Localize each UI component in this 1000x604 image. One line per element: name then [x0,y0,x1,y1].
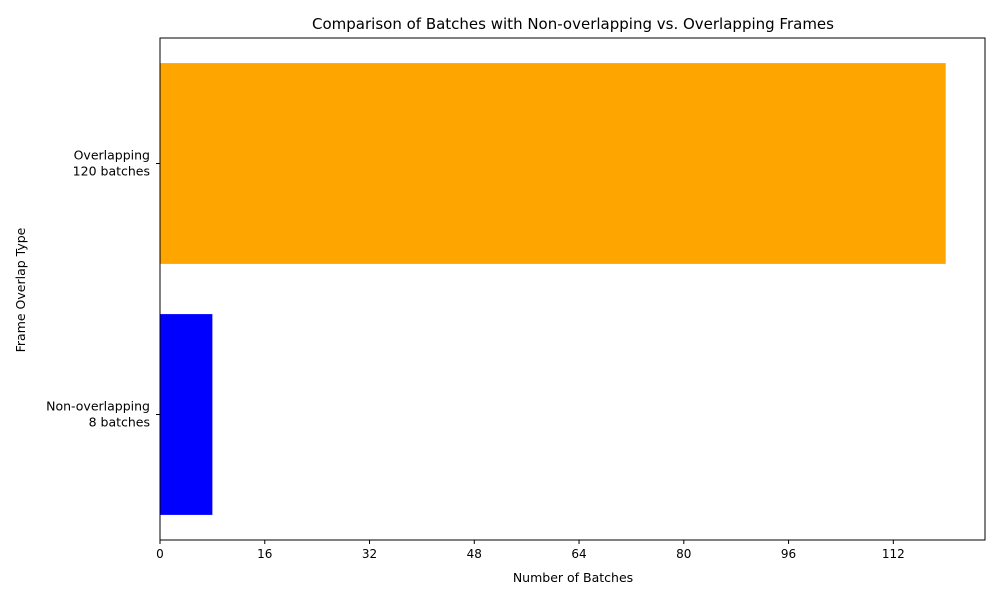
x-axis-ticks: 0 16 32 48 64 80 96 112 [156,540,905,561]
y-tick-label-line: 8 batches [89,415,150,430]
x-tick-label: 64 [571,547,586,561]
y-axis-label: Frame Overlap Type [13,227,28,352]
bars-group [160,63,946,515]
bar-non-overlapping [160,314,213,515]
y-axis-ticks: Non-overlapping 8 batches Overlapping 120 b… [46,148,160,430]
y-tick-label-line: 120 batches [73,164,150,179]
y-tick-label-line: Non-overlapping [46,399,150,414]
bar-overlapping [160,63,946,264]
x-tick-label: 96 [781,547,796,561]
y-tick-label-line: Overlapping [74,148,150,163]
y-tick-label: Overlapping 120 batches [73,148,150,179]
x-tick-label: 16 [257,547,272,561]
x-tick-label: 80 [676,547,691,561]
chart-title: Comparison of Batches with Non-overlappi… [312,15,834,33]
y-tick-label: Non-overlapping 8 batches [46,399,150,430]
x-tick-label: 0 [156,547,164,561]
plot-frame [159,37,986,541]
x-tick-label: 112 [882,547,905,561]
plot-border [159,37,986,541]
x-axis-label: Number of Batches [513,570,633,585]
x-tick-label: 48 [467,547,482,561]
x-tick-label: 32 [362,547,377,561]
